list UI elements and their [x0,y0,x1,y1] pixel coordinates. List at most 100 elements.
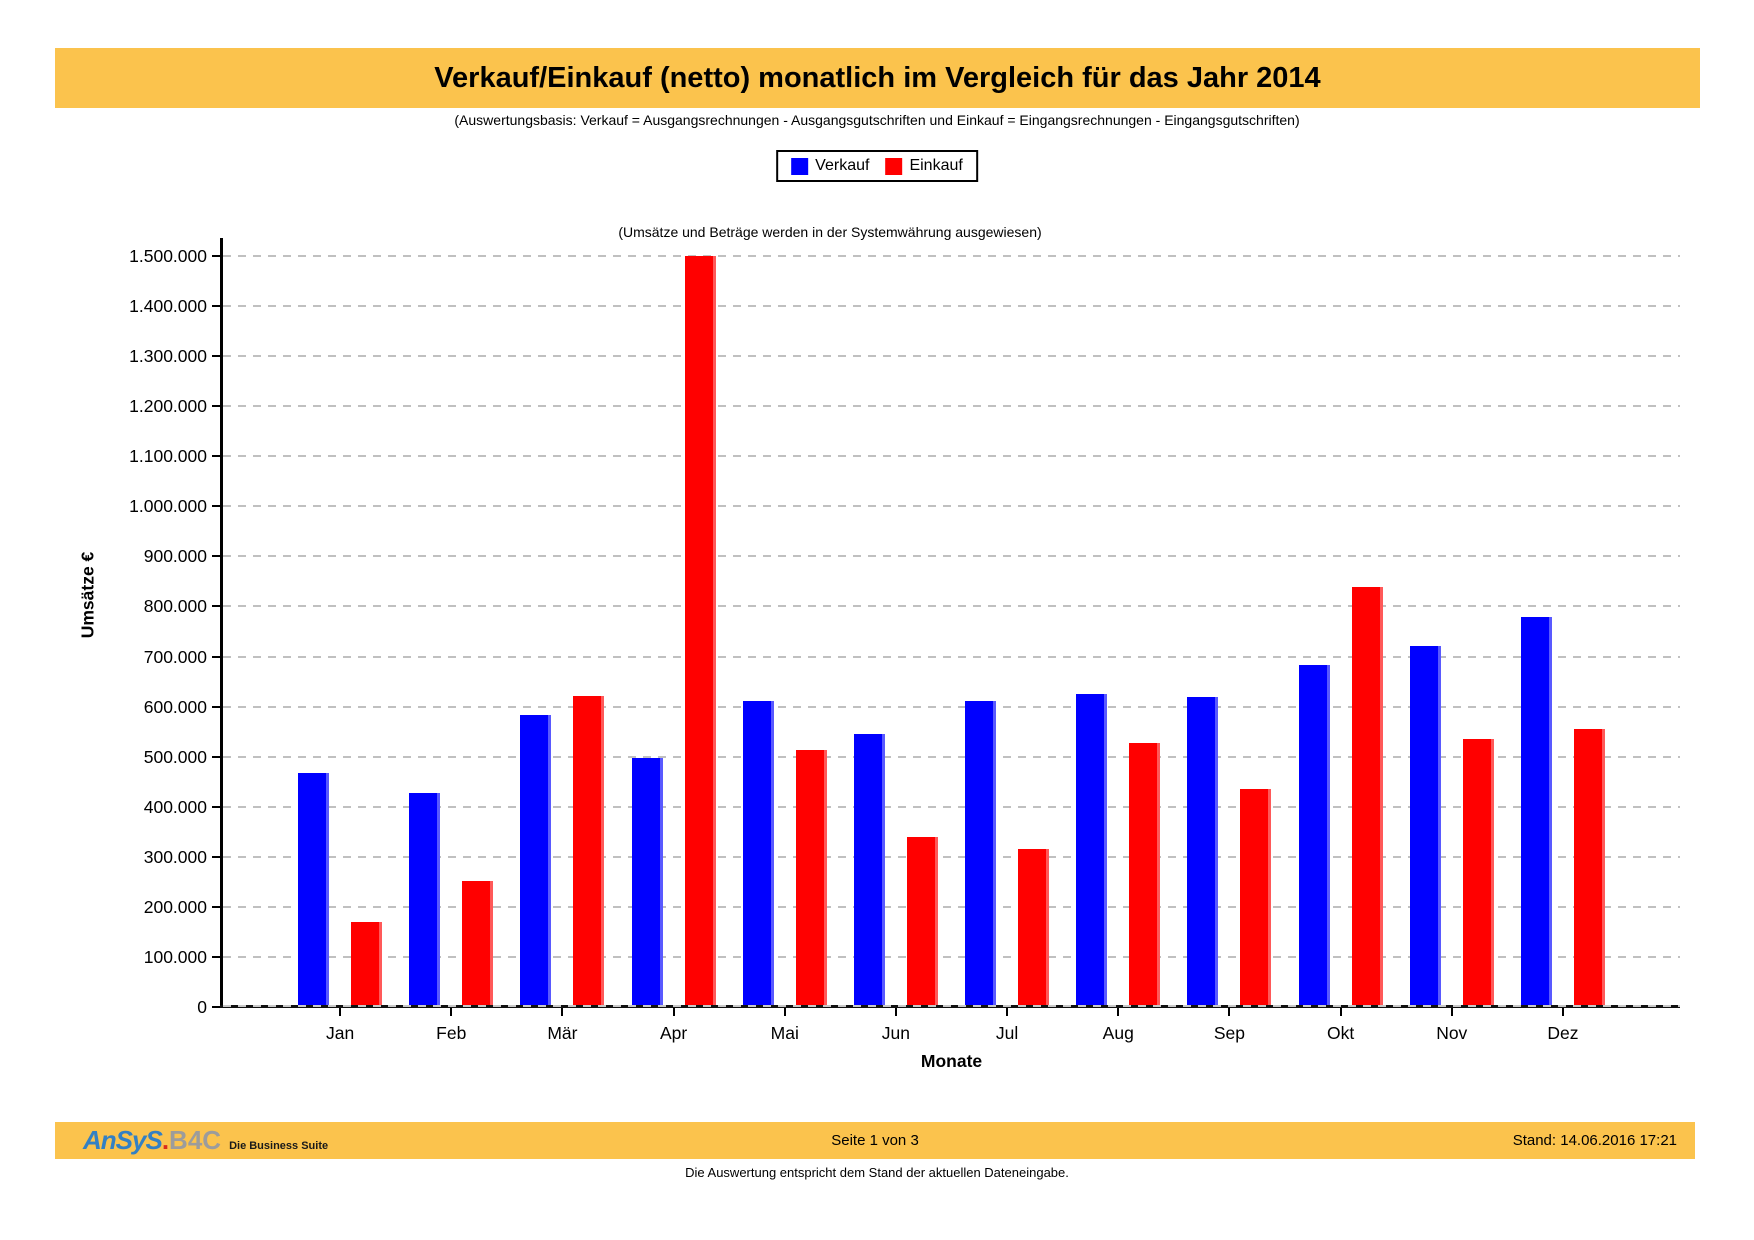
legend-item-einkauf: Einkauf [885,157,963,175]
y-tick [212,555,221,558]
bar-verkauf-mai [742,700,774,1007]
x-tick [450,1007,453,1016]
x-axis-title: Monate [920,1051,983,1071]
plot-area: 0 100.000 200.000 300.000 400.000 500.000 600.… [129,238,1680,1043]
x-tick [561,1007,564,1016]
month-label-jan: Jan [325,1023,355,1043]
verkauf-swatch-icon [791,157,809,175]
y-tick [212,905,221,908]
month-label-feb: Feb [436,1023,467,1043]
gridline-1.100.000 [223,455,1680,458]
report-timestamp: Stand: 14.06.2016 17:21 [1512,1132,1677,1149]
x-tick [1561,1007,1564,1016]
gridline-700.000 [223,655,1680,658]
bar-verkauf-jun [853,734,885,1007]
y-tick-label: 600.000 [143,696,207,717]
y-tick-label: 1.200.000 [129,396,207,417]
month-label-apr: Apr [659,1023,688,1043]
y-tick [212,955,221,958]
bar-einkauf-okt [1351,587,1383,1007]
y-tick [212,455,221,458]
y-tick-label: 1.500.000 [129,246,207,266]
bar-einkauf-jun [906,836,938,1007]
gridline-200.000 [223,905,1680,908]
y-tick [212,355,221,358]
month-label-okt: Okt [1326,1023,1355,1043]
x-tick [1006,1007,1009,1016]
x-tick [1228,1007,1231,1016]
logo-dot: . [161,1125,170,1155]
bar-einkauf-dez [1573,728,1605,1007]
footer-disclaimer: Die Auswertung entspricht dem Stand der … [685,1165,1069,1180]
bar-verkauf-apr [631,758,663,1007]
bar-verkauf-jul [965,701,997,1007]
y-axis-line [220,238,223,1008]
y-tick [212,255,221,257]
legend-label-verkauf: Verkauf [815,157,870,174]
currency-note: (Umsätze und Beträge werden in der Syste… [618,224,1042,240]
bar-einkauf-mai [795,750,827,1007]
y-tick-label: 0 [197,997,207,1017]
bar-verkauf-aug [1076,694,1108,1007]
logo-brand-primary: AnSyS [83,1125,163,1155]
y-tick-label: 1.300.000 [129,346,207,367]
gridline-800.000 [223,605,1680,608]
gridline-600.000 [223,705,1680,708]
x-tick [783,1007,786,1016]
gridline-500.000 [223,755,1680,758]
y-tick-label: 1.400.000 [129,296,207,317]
x-tick [1450,1007,1453,1016]
month-label-dez: Dez [1547,1023,1579,1043]
x-tick [672,1007,675,1016]
logo-brand-secondary: B4C [169,1125,222,1155]
bar-einkauf-sep [1240,788,1272,1007]
y-tick [212,805,221,808]
y-tick-label: 200.000 [143,896,207,917]
month-label-mär: Mär [547,1023,578,1043]
gridline-1.200.000 [223,405,1680,408]
bar-verkauf-mär [520,714,552,1007]
y-tick-label: 500.000 [143,746,207,767]
app-logo: AnSyS . B4C Die Business Suite [83,1125,328,1156]
footer-banner: AnSyS . B4C Die Business Suite Seite 1 v… [55,1122,1695,1159]
gridline-900.000 [223,555,1680,558]
header-banner: Verkauf/Einkauf (netto) monatlich im Ver… [55,48,1700,108]
bar-verkauf-jan [298,773,330,1007]
month-label-mai: Mai [770,1023,799,1043]
y-tick [212,605,221,608]
x-tick [1339,1007,1342,1016]
gridline-1.300.000 [223,355,1680,358]
y-tick [212,405,221,408]
bar-einkauf-apr [684,256,716,1007]
month-label-jun: Jun [881,1023,911,1043]
logo-tagline: Die Business Suite [229,1140,329,1152]
bar-verkauf-sep [1187,697,1219,1007]
month-label-aug: Aug [1102,1023,1134,1043]
y-tick-label: 700.000 [143,646,207,667]
bar-einkauf-aug [1129,742,1161,1007]
y-tick [212,755,221,758]
bar-verkauf-dez [1520,617,1552,1007]
y-tick-label: 900.000 [143,546,207,567]
month-label-nov: Nov [1436,1023,1468,1043]
einkauf-swatch-icon [885,157,903,175]
y-tick-label: 100.000 [143,946,207,967]
gridline-1.400.000 [223,305,1680,308]
y-tick-label: 400.000 [143,796,207,817]
bar-verkauf-okt [1298,664,1330,1007]
y-tick [212,305,221,308]
bar-einkauf-jul [1018,849,1050,1007]
legend-item-verkauf: Verkauf [791,157,869,175]
x-tick [339,1007,342,1016]
zero-gridline [223,1005,1680,1007]
bar-einkauf-jan [351,921,383,1007]
gridline-1.500.000 [223,255,1680,257]
gridline-1.000.000 [223,505,1680,508]
y-tick-label: 1.100.000 [129,446,207,467]
page-indicator: Seite 1 von 3 [831,1132,919,1149]
gridline-100.000 [223,955,1680,958]
x-tick [1117,1007,1120,1016]
bar-einkauf-nov [1462,739,1494,1007]
gridline-300.000 [223,855,1680,858]
